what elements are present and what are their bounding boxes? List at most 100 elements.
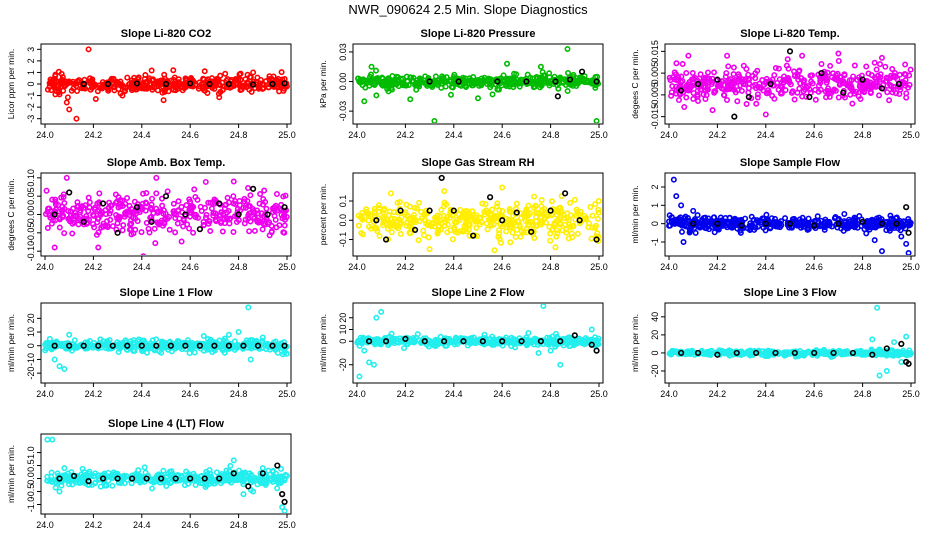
data-point bbox=[714, 82, 721, 89]
data-point bbox=[748, 224, 755, 231]
outlier-point bbox=[898, 358, 905, 365]
y-tick-label: -0.1 bbox=[338, 232, 348, 248]
x-tick-label: 24.4 bbox=[133, 520, 151, 530]
data-point bbox=[178, 203, 185, 210]
average-point bbox=[677, 349, 685, 357]
outlier-point bbox=[361, 98, 368, 105]
data-point bbox=[236, 467, 243, 474]
data-point bbox=[183, 468, 190, 475]
x-tick-label: 24.8 bbox=[230, 520, 248, 530]
data-point bbox=[222, 201, 229, 208]
average-point bbox=[51, 211, 58, 218]
data-point bbox=[204, 90, 211, 97]
data-point bbox=[268, 229, 275, 236]
data-point bbox=[144, 349, 151, 356]
data-point bbox=[132, 470, 139, 477]
average-point bbox=[281, 80, 288, 87]
outlier-point bbox=[799, 52, 806, 59]
data-point bbox=[194, 475, 201, 482]
data-point bbox=[851, 62, 858, 69]
data-point bbox=[679, 60, 686, 67]
data-point bbox=[697, 71, 704, 78]
data-point bbox=[506, 206, 513, 213]
data-point bbox=[80, 221, 87, 228]
outlier-point bbox=[724, 52, 731, 59]
x-tick-label: 24.2 bbox=[85, 262, 103, 272]
data-point bbox=[440, 212, 447, 219]
data-point bbox=[68, 469, 75, 476]
data-point bbox=[683, 94, 690, 101]
data-point bbox=[517, 233, 524, 240]
data-point bbox=[857, 95, 864, 102]
data-point bbox=[863, 63, 870, 70]
data-point bbox=[530, 228, 537, 235]
data-point bbox=[786, 79, 793, 86]
data-point bbox=[204, 471, 211, 478]
average-point bbox=[438, 174, 445, 182]
outlier-point bbox=[51, 356, 58, 363]
data-point bbox=[126, 226, 133, 233]
data-point bbox=[454, 229, 461, 236]
data-point bbox=[72, 344, 79, 351]
x-tick-label: 24.2 bbox=[709, 130, 727, 140]
average-point bbox=[51, 342, 58, 349]
data-point bbox=[477, 214, 484, 221]
y-axis-label: ml/min per min. bbox=[630, 314, 640, 372]
data-point bbox=[872, 80, 879, 87]
data-point bbox=[407, 74, 414, 81]
data-point bbox=[178, 346, 185, 353]
data-point bbox=[499, 223, 506, 230]
data-point bbox=[831, 86, 838, 93]
data-point bbox=[191, 186, 198, 193]
data-point bbox=[135, 343, 142, 350]
average-point bbox=[733, 349, 740, 357]
data-point bbox=[730, 71, 737, 78]
data-point bbox=[507, 239, 514, 246]
data-point bbox=[355, 75, 362, 82]
data-point bbox=[64, 474, 71, 481]
data-point bbox=[724, 97, 731, 104]
data-point bbox=[782, 87, 789, 94]
data-point bbox=[240, 204, 247, 211]
data-point bbox=[766, 220, 773, 227]
data-point bbox=[170, 67, 177, 74]
data-point bbox=[202, 214, 209, 221]
average-point bbox=[250, 185, 257, 192]
data-point bbox=[581, 73, 588, 80]
average-point bbox=[66, 189, 73, 196]
average-point bbox=[259, 470, 266, 477]
average-point bbox=[898, 340, 905, 348]
average-point bbox=[830, 349, 837, 357]
data-point bbox=[800, 77, 807, 84]
data-point bbox=[497, 239, 504, 246]
data-point bbox=[709, 219, 716, 226]
data-point bbox=[595, 206, 602, 213]
data-point bbox=[190, 229, 197, 236]
data-point bbox=[205, 220, 212, 227]
average-point bbox=[460, 338, 467, 345]
data-point bbox=[509, 229, 516, 236]
data-point bbox=[711, 69, 718, 76]
x-tick-label: 24.6 bbox=[493, 130, 511, 140]
average-point bbox=[895, 80, 903, 88]
data-point bbox=[55, 68, 62, 75]
data-point bbox=[821, 224, 828, 231]
data-point bbox=[511, 70, 518, 77]
average-point bbox=[230, 470, 237, 477]
data-point bbox=[266, 476, 273, 483]
data-point bbox=[271, 342, 278, 349]
average-point bbox=[182, 342, 189, 349]
data-point bbox=[281, 222, 288, 229]
data-point bbox=[232, 76, 239, 83]
data-points bbox=[42, 174, 290, 255]
data-point bbox=[105, 477, 112, 484]
data-point bbox=[94, 200, 101, 207]
outlier-point bbox=[535, 349, 542, 356]
data-point bbox=[572, 341, 579, 348]
data-point bbox=[548, 198, 555, 205]
y-tick-label: 20 bbox=[338, 313, 348, 323]
x-tick-label: 24.8 bbox=[542, 130, 560, 140]
data-point bbox=[407, 220, 414, 227]
average-point bbox=[225, 80, 233, 88]
data-point bbox=[533, 223, 540, 230]
